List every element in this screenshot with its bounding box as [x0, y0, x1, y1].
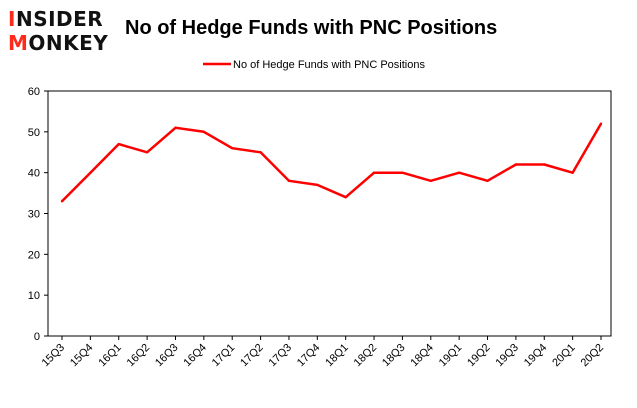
x-tick-label: 18Q3: [380, 342, 408, 370]
y-tick-label: 60: [28, 86, 40, 98]
data-point: [231, 146, 234, 150]
data-point: [259, 151, 262, 154]
data-point: [599, 122, 603, 125]
x-tick-label: 16Q1: [96, 342, 124, 370]
data-point: [60, 200, 64, 203]
x-tick-label: 19Q3: [493, 342, 521, 370]
data-point: [457, 171, 461, 174]
data-point: [571, 171, 574, 174]
chart-title: No of Hedge Funds with PNC Positions: [125, 17, 497, 39]
x-tick-label: 17Q2: [238, 342, 266, 370]
x-tick-label: 19Q1: [437, 342, 465, 370]
x-tick-label: 20Q2: [579, 342, 607, 370]
x-tick-label: 17Q3: [267, 342, 295, 370]
y-axis: 0 10 20 30 40 50 60: [28, 86, 48, 343]
data-point: [117, 142, 120, 146]
x-tick-label: 15Q3: [40, 342, 68, 370]
data-point: [401, 171, 404, 174]
x-tick-label: 17Q1: [210, 342, 238, 370]
y-tick-label: 20: [28, 249, 40, 261]
series-layer: [60, 122, 603, 203]
x-tick-label: 19Q2: [465, 342, 493, 370]
series-line: [61, 123, 603, 203]
x-tick-label: 20Q1: [550, 342, 578, 370]
x-tick-label: 19Q4: [522, 342, 550, 370]
data-point: [486, 179, 489, 183]
logo-line-1: INSIDER: [8, 7, 103, 31]
data-point: [174, 126, 177, 129]
insider-monkey-logo: INSIDER MONKEY: [8, 7, 108, 55]
plot-area-frame: [47, 90, 612, 337]
data-point: [89, 171, 92, 174]
legend-label: No of Hedge Funds with PNC Positions: [233, 59, 425, 71]
legend: No of Hedge Funds with PNC Positions: [203, 59, 425, 71]
x-axis: 15Q3 15Q4 16Q1 16Q2 16Q3 16Q4 17Q1 17Q2 17Q3 17Q4…: [40, 336, 607, 370]
x-tick-label: 16Q3: [153, 342, 181, 370]
y-tick-label: 40: [28, 168, 40, 180]
data-point: [514, 163, 518, 166]
data-point: [202, 130, 206, 134]
data-point: [287, 179, 291, 183]
data-point: [316, 183, 319, 187]
x-tick-label: 18Q2: [352, 342, 380, 370]
data-point: [543, 163, 546, 166]
y-tick-label: 10: [28, 290, 40, 302]
y-tick-label: 30: [28, 209, 40, 221]
logo-line-2: MONKEY: [8, 31, 108, 55]
data-point: [145, 151, 149, 154]
x-tick-label: 18Q4: [408, 342, 436, 370]
x-tick-label: 15Q4: [68, 342, 96, 370]
x-tick-label: 17Q4: [295, 342, 323, 370]
x-tick-label: 18Q1: [323, 342, 351, 370]
x-tick-label: 16Q4: [181, 342, 209, 370]
x-tick-label: 16Q2: [125, 342, 153, 370]
data-point: [344, 195, 347, 199]
data-point: [372, 171, 376, 174]
y-tick-label: 0: [34, 331, 40, 343]
data-point: [429, 179, 432, 183]
y-tick-label: 50: [28, 127, 40, 139]
